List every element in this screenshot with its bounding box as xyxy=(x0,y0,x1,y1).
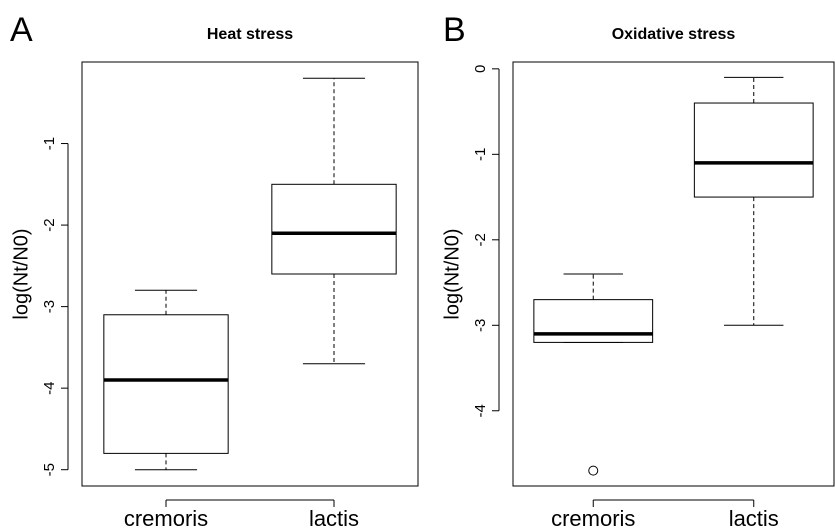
y-axis-label: log(Nt/N0) xyxy=(441,228,463,319)
y-tick-label: -5 xyxy=(41,463,58,476)
plot-frame xyxy=(81,61,419,487)
x-tick-label: lactis xyxy=(309,506,359,529)
y-tick-label: -4 xyxy=(41,381,58,394)
chart-title: Oxidative stress xyxy=(612,26,736,43)
plot-frame xyxy=(512,61,835,487)
panel-label: A xyxy=(10,11,33,49)
y-tick-label: -3 xyxy=(41,300,58,313)
y-tick-label: -4 xyxy=(472,404,489,417)
y-tick-label: -3 xyxy=(472,319,489,332)
y-tick-label: -2 xyxy=(472,233,489,246)
y-axis-label: log(Nt/N0) xyxy=(10,228,32,319)
y-tick-label: -1 xyxy=(41,137,58,150)
box xyxy=(533,299,654,343)
box xyxy=(693,102,814,198)
y-tick-label: 0 xyxy=(472,65,489,73)
x-tick-label: cremoris xyxy=(551,506,635,529)
box xyxy=(271,183,397,275)
outlier xyxy=(588,465,599,476)
x-tick-label: lactis xyxy=(729,506,779,529)
panel-label: B xyxy=(443,11,466,49)
chart-title: Heat stress xyxy=(207,26,293,43)
y-tick-label: -1 xyxy=(472,148,489,161)
box xyxy=(103,314,229,454)
x-tick-label: cremoris xyxy=(124,506,208,529)
y-tick-label: -2 xyxy=(41,218,58,231)
